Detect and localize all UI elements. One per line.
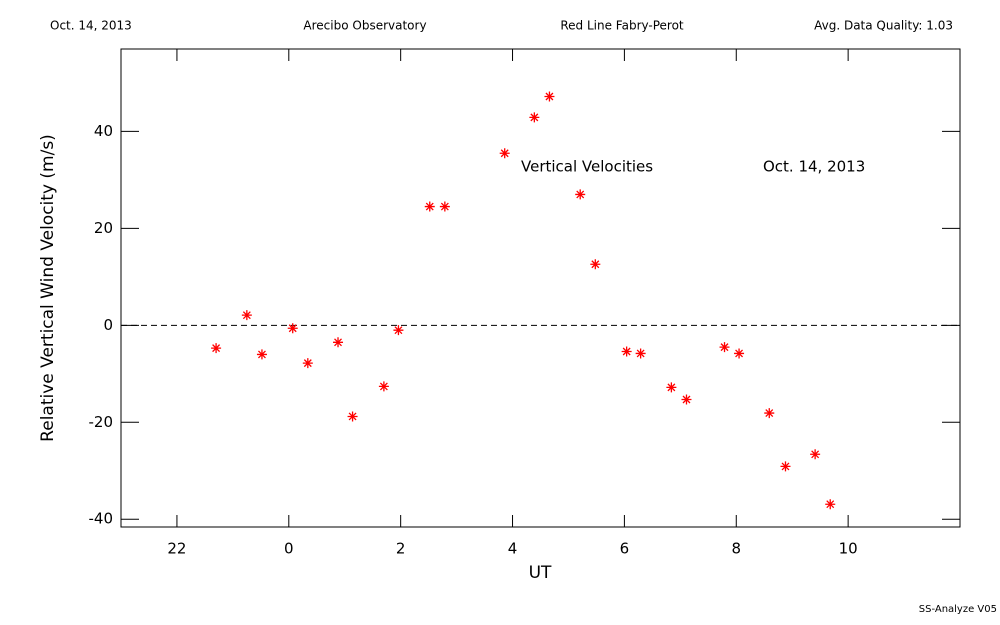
y-tick-label: 20 [94,219,113,237]
data-point [333,337,344,348]
data-point [529,112,540,123]
header-site: Arecibo Observatory [303,19,426,33]
data-point [241,310,252,321]
data-point [439,201,450,212]
data-point [719,342,730,353]
data-point [635,348,646,359]
data-point [780,461,791,472]
x-tick-label: 10 [839,540,858,558]
x-axis-label: UT [529,563,552,583]
y-tick-label: 0 [103,316,113,334]
header-quality: Avg. Data Quality: 1.03 [814,19,953,33]
y-tick-label: 40 [94,122,113,140]
y-tick-label: -20 [89,413,114,431]
header-instrument: Red Line Fabry-Perot [560,19,684,33]
x-tick-label: 0 [284,540,294,558]
y-axis-label: Relative Vertical Wind Velocity (m/s) [38,134,58,442]
data-point [302,358,313,369]
data-point [378,381,389,392]
data-point [734,348,745,359]
x-tick-label: 4 [508,540,518,558]
data-point [810,449,821,460]
data-point [424,201,435,212]
data-point [575,189,586,200]
y-tick-label: -40 [89,510,114,528]
data-point [621,346,632,357]
header-date: Oct. 14, 2013 [50,19,132,33]
data-point [256,349,267,360]
plot-frame [120,48,961,528]
data-point [764,408,775,419]
data-point [499,148,510,159]
data-point [211,343,222,354]
data-point [544,91,555,102]
footer: SS-Analyze V05 [919,604,997,615]
data-point [825,499,836,510]
x-tick-label: 6 [620,540,630,558]
x-tick-label: 22 [167,540,186,558]
data-point [590,259,601,270]
x-tick-label: 8 [731,540,741,558]
annotation: Oct. 14, 2013 [763,158,865,176]
data-point [666,382,677,393]
annotation: Vertical Velocities [521,158,653,176]
data-point [287,323,298,334]
data-point [347,411,358,422]
x-tick-label: 2 [396,540,406,558]
data-point [393,325,404,336]
data-point [681,394,692,405]
